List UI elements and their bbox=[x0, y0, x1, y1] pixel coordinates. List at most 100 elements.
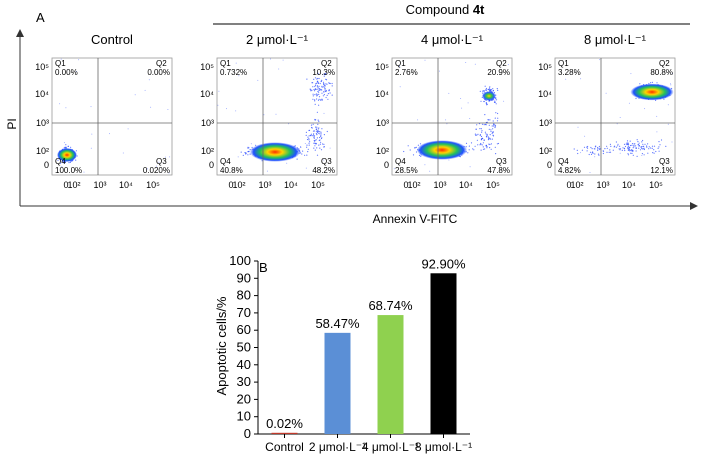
y-tick-label: 0 bbox=[384, 160, 389, 170]
flow-plot-frame bbox=[554, 57, 676, 176]
flow-plot-title: Control bbox=[91, 32, 133, 47]
bar-category-label: 4 μmol·L⁻¹ bbox=[362, 440, 419, 454]
quadrant-value-q1: 0.732% bbox=[220, 68, 247, 77]
y-tick-label: 10⁵ bbox=[200, 62, 214, 72]
quadrant-name-q2: Q2 bbox=[156, 59, 167, 68]
flow-plot-1: ControlQ10.00%Q20.00%Q30.020%Q4100.0%010… bbox=[35, 32, 173, 190]
flow-plot-4: 8 μmol·L⁻¹Q13.28%Q280.8%Q312.1%Q44.82%01… bbox=[538, 32, 676, 190]
quadrant-name-q3: Q3 bbox=[321, 157, 332, 166]
x-tick-label: 10³ bbox=[596, 180, 609, 190]
compound-header-bold: 4t bbox=[473, 2, 485, 17]
x-tick-label: 10⁴ bbox=[119, 180, 133, 190]
x-tick-label: 10² bbox=[67, 180, 80, 190]
flow-plot-title: 4 μmol·L⁻¹ bbox=[421, 32, 484, 47]
y-tick-label: 0 bbox=[547, 160, 552, 170]
quadrant-name-q2: Q2 bbox=[321, 59, 332, 68]
quadrant-name-q2: Q2 bbox=[659, 59, 670, 68]
density-hotspot bbox=[482, 91, 496, 101]
quadrant-name-q1: Q1 bbox=[220, 59, 231, 68]
compound-header-prefix: Compound bbox=[406, 2, 473, 17]
bar-y-tick-label: 80 bbox=[237, 288, 251, 303]
bar-value-label: 92.90% bbox=[421, 256, 466, 271]
bar-y-tick-label: 30 bbox=[237, 374, 251, 389]
x-tick-label: 10⁴ bbox=[622, 180, 636, 190]
quadrant-name-q4: Q4 bbox=[220, 157, 231, 166]
panel-a-label: A bbox=[36, 10, 45, 25]
x-tick-label: 0 bbox=[63, 180, 68, 190]
x-tick-label: 10³ bbox=[93, 180, 106, 190]
x-tick-label: 10⁵ bbox=[649, 180, 663, 190]
y-tick-label: 10⁵ bbox=[35, 62, 49, 72]
quadrant-name-q1: Q1 bbox=[558, 59, 569, 68]
density-hotspot bbox=[57, 148, 77, 162]
quadrant-value-q2: 20.9% bbox=[487, 68, 510, 77]
quadrant-value-q4: 40.8% bbox=[220, 166, 243, 175]
flow-plot-3: 4 μmol·L⁻¹Q12.76%Q220.9%Q347.8%Q428.5%01… bbox=[375, 32, 513, 190]
quadrant-value-q3: 48.2% bbox=[312, 166, 335, 175]
bar-category-label: 8 μmol·L⁻¹ bbox=[415, 440, 472, 454]
bar-3 bbox=[377, 315, 404, 434]
flow-plot-title: 8 μmol·L⁻¹ bbox=[584, 32, 647, 47]
y-tick-label: 10² bbox=[539, 146, 552, 156]
quadrant-name-q4: Q4 bbox=[395, 157, 406, 166]
bar-1 bbox=[271, 432, 298, 434]
y-tick-label: 10³ bbox=[376, 118, 389, 128]
y-axis-title-pi: PI bbox=[5, 118, 19, 129]
quadrant-value-q2: 0.00% bbox=[147, 68, 170, 77]
quadrant-value-q1: 2.76% bbox=[395, 68, 418, 77]
bar-y-tick-label: 100 bbox=[229, 253, 251, 268]
bar-y-tick-label: 10 bbox=[237, 409, 251, 424]
quadrant-name-q3: Q3 bbox=[659, 157, 670, 166]
bar-y-axis-title: Apoptotic cells/% bbox=[214, 296, 229, 395]
x-tick-label: 10² bbox=[407, 180, 420, 190]
quadrant-value-q1: 3.28% bbox=[558, 68, 581, 77]
quadrant-value-q4: 100.0% bbox=[55, 166, 82, 175]
bar-y-tick-label: 50 bbox=[237, 340, 251, 355]
y-tick-label: 10³ bbox=[539, 118, 552, 128]
bar-value-label: 68.74% bbox=[368, 298, 413, 313]
x-tick-label: 10⁵ bbox=[311, 180, 325, 190]
bar-y-tick-label: 60 bbox=[237, 322, 251, 337]
quadrant-value-q3: 47.8% bbox=[487, 166, 510, 175]
y-tick-label: 10⁴ bbox=[375, 89, 389, 99]
x-tick-label: 10⁴ bbox=[459, 180, 473, 190]
flow-plot-frame bbox=[391, 57, 513, 176]
compound-header: Compound 4t bbox=[406, 2, 485, 17]
x-tick-label: 10² bbox=[232, 180, 245, 190]
quadrant-name-q4: Q4 bbox=[558, 157, 569, 166]
bar-y-tick-label: 90 bbox=[237, 270, 251, 285]
x-tick-label: 10⁴ bbox=[284, 180, 298, 190]
quadrant-value-q3: 0.020% bbox=[143, 166, 170, 175]
quadrant-name-q3: Q3 bbox=[496, 157, 507, 166]
x-tick-label: 0 bbox=[228, 180, 233, 190]
bar-category-label: Control bbox=[265, 440, 304, 454]
y-tick-label: 0 bbox=[209, 160, 214, 170]
bar-y-tick-label: 70 bbox=[237, 305, 251, 320]
flow-plot-title: 2 μmol·L⁻¹ bbox=[246, 32, 309, 47]
bar-y-tick-label: 0 bbox=[244, 426, 251, 441]
quadrant-name-q4: Q4 bbox=[55, 157, 66, 166]
flow-plot-frame bbox=[216, 57, 338, 176]
quadrant-name-q3: Q3 bbox=[156, 157, 167, 166]
bar-value-label: 58.47% bbox=[315, 316, 360, 331]
quadrant-value-q1: 0.00% bbox=[55, 68, 78, 77]
y-tick-label: 10² bbox=[201, 146, 214, 156]
bar-4 bbox=[430, 273, 457, 434]
bar-y-tick-label: 40 bbox=[237, 357, 251, 372]
quadrant-value-q4: 28.5% bbox=[395, 166, 418, 175]
x-tick-label: 10³ bbox=[258, 180, 271, 190]
x-tick-label: 0 bbox=[566, 180, 571, 190]
x-tick-label: 0 bbox=[403, 180, 408, 190]
bar-y-tick-label: 20 bbox=[237, 391, 251, 406]
apoptosis-bar-chart: 0 10 20 30 40 50 60 70 80 90 100 0.02% Control 58.47%… bbox=[229, 253, 472, 454]
panel-b-label: B bbox=[259, 260, 268, 275]
y-tick-label: 10² bbox=[36, 146, 49, 156]
x-axis-title-annexin: Annexin V-FITC bbox=[373, 212, 458, 226]
y-tick-label: 10⁴ bbox=[35, 89, 49, 99]
y-tick-label: 10² bbox=[376, 146, 389, 156]
quadrant-value-q2: 80.8% bbox=[650, 68, 673, 77]
bar-2 bbox=[324, 332, 351, 434]
quadrant-value-q2: 10.3% bbox=[312, 68, 335, 77]
quadrant-value-q3: 12.1% bbox=[650, 166, 673, 175]
